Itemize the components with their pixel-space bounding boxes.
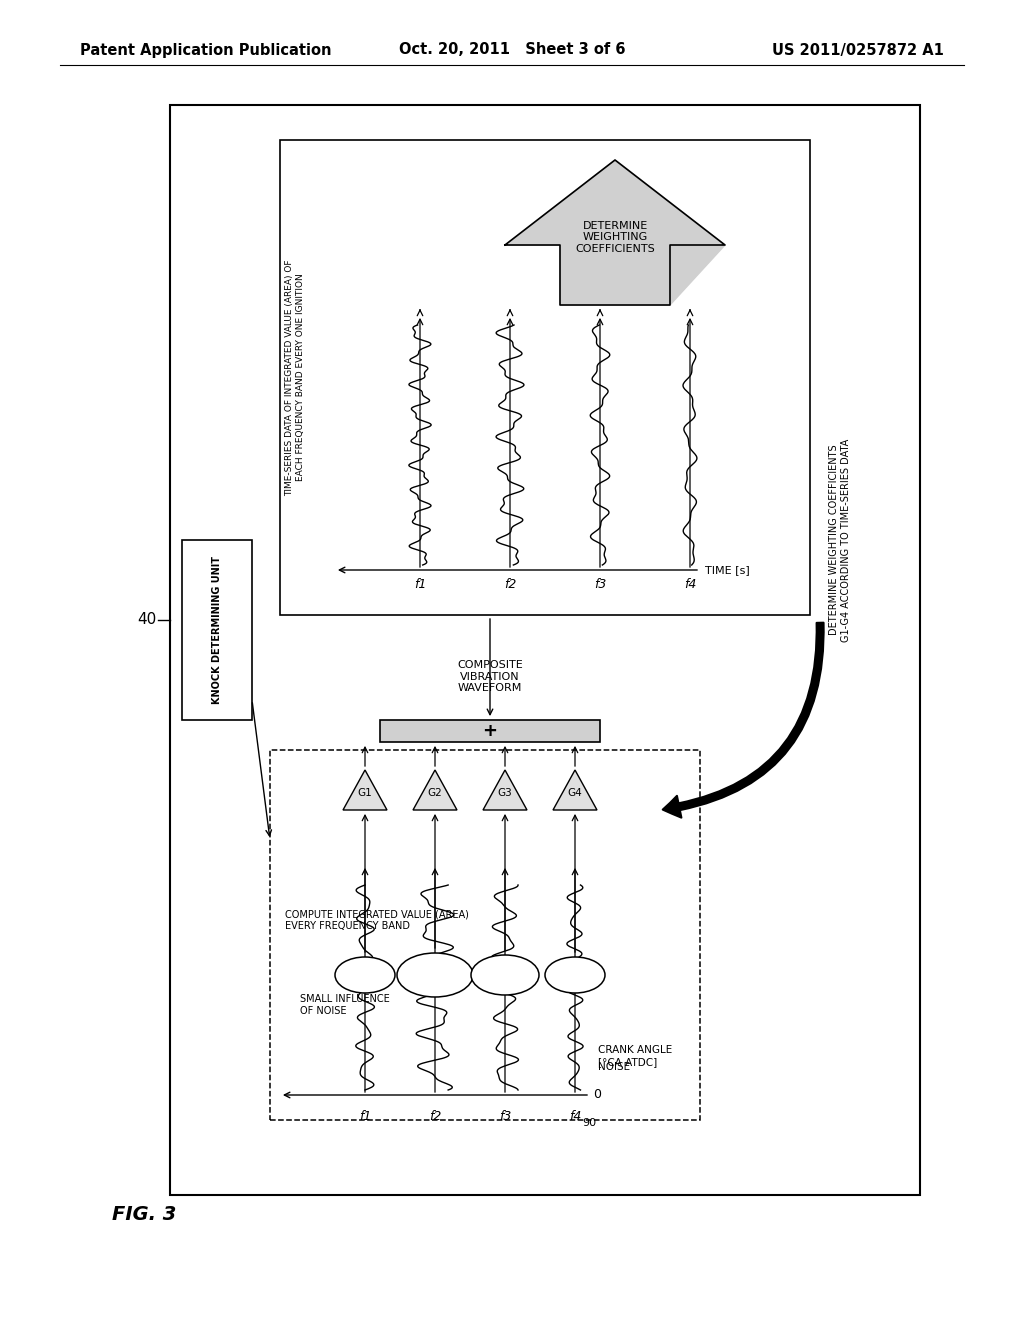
Text: f4: f4 [684, 578, 696, 591]
Text: TIME-SERIES DATA OF INTEGRATED VALUE (AREA) OF
EACH FREQUENCY BAND EVERY ONE IGN: TIME-SERIES DATA OF INTEGRATED VALUE (AR… [286, 259, 305, 496]
Text: G1: G1 [357, 788, 373, 799]
Polygon shape [505, 160, 725, 246]
Polygon shape [483, 770, 527, 810]
Text: TIME [s]: TIME [s] [705, 565, 750, 576]
Bar [380, 719, 600, 742]
Polygon shape [343, 770, 387, 810]
Text: Patent Application Publication: Patent Application Publication [80, 42, 332, 58]
Bar [280, 140, 810, 615]
Text: G3: G3 [498, 788, 512, 799]
Text: G4: G4 [567, 788, 583, 799]
Text: DETERMINE
WEIGHTING
COEFFICIENTS: DETERMINE WEIGHTING COEFFICIENTS [575, 220, 655, 253]
Text: 40: 40 [138, 612, 157, 627]
Text: +: + [482, 722, 498, 741]
Bar [182, 540, 252, 719]
Ellipse shape [471, 954, 539, 995]
Ellipse shape [397, 953, 473, 997]
Text: FIG. 3: FIG. 3 [112, 1205, 176, 1225]
Bar [270, 750, 700, 1119]
Text: 0: 0 [593, 1089, 601, 1101]
Bar [170, 106, 920, 1195]
Text: G2: G2 [428, 788, 442, 799]
Text: f4: f4 [568, 1110, 582, 1123]
FancyArrowPatch shape [663, 623, 823, 817]
Text: SMALL INFLUENCE
OF NOISE: SMALL INFLUENCE OF NOISE [300, 994, 390, 1016]
Text: 90: 90 [582, 1118, 596, 1129]
Polygon shape [505, 246, 725, 305]
Polygon shape [413, 770, 457, 810]
Text: COMPUTE INTEGRATED VALUE (AREA)
EVERY FREQUENCY BAND: COMPUTE INTEGRATED VALUE (AREA) EVERY FR… [285, 909, 469, 931]
Text: f2: f2 [504, 578, 516, 591]
Text: NOISE: NOISE [598, 1063, 630, 1072]
Polygon shape [553, 770, 597, 810]
Text: KNOCK DETERMINING UNIT: KNOCK DETERMINING UNIT [212, 556, 222, 704]
Text: CRANK ANGLE
[°CA ATDC]: CRANK ANGLE [°CA ATDC] [598, 1045, 672, 1067]
Text: US 2011/0257872 A1: US 2011/0257872 A1 [772, 42, 944, 58]
Text: f3: f3 [594, 578, 606, 591]
Ellipse shape [335, 957, 395, 993]
Text: f3: f3 [499, 1110, 511, 1123]
Text: DETERMINE WEIGHTING COEFFICIENTS
G1-G4 ACCORDING TO TIME-SERIES DATA: DETERMINE WEIGHTING COEFFICIENTS G1-G4 A… [829, 438, 851, 642]
Text: f2: f2 [429, 1110, 441, 1123]
Ellipse shape [545, 957, 605, 993]
Text: f1: f1 [358, 1110, 371, 1123]
Text: Oct. 20, 2011   Sheet 3 of 6: Oct. 20, 2011 Sheet 3 of 6 [398, 42, 626, 58]
Text: COMPOSITE
VIBRATION
WAVEFORM: COMPOSITE VIBRATION WAVEFORM [457, 660, 523, 693]
Text: f1: f1 [414, 578, 426, 591]
